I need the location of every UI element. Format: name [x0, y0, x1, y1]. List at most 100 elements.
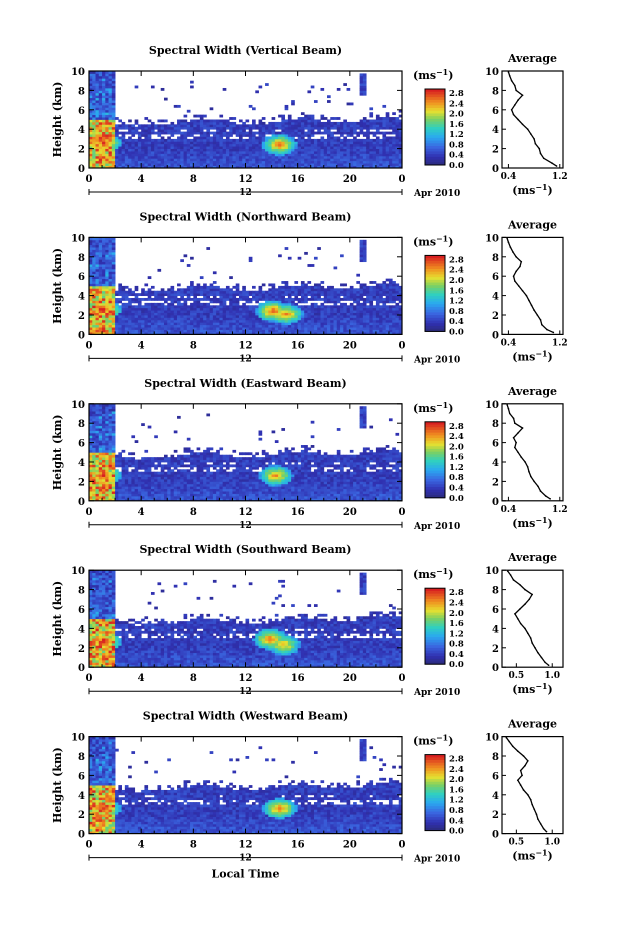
heatmap-cell — [167, 312, 171, 316]
heatmap-cell — [294, 129, 299, 133]
heatmap-cell — [281, 158, 286, 162]
heatmap-cell — [392, 281, 396, 284]
heatmap-cell — [395, 315, 400, 318]
heatmap-cell — [95, 315, 100, 318]
heatmap-cell — [287, 146, 292, 149]
heatmap-cell — [95, 100, 100, 103]
heatmap-cell — [134, 131, 139, 135]
heatmap-cell — [398, 129, 402, 133]
heatmap-cell — [95, 271, 100, 275]
heatmap-cell — [385, 331, 390, 335]
heatmap-cell — [157, 481, 162, 485]
heatmap-cell — [362, 329, 367, 333]
heatmap-cell — [150, 474, 155, 477]
heatmap-cell — [255, 324, 259, 328]
heatmap-cell — [222, 295, 227, 299]
heatmap-cell — [131, 483, 136, 487]
heatmap-cell — [128, 310, 132, 313]
heatmap-cell — [111, 495, 116, 499]
heatmap-cell — [89, 285, 93, 289]
heatmap-cell — [219, 136, 224, 140]
heatmap-cell — [105, 153, 109, 157]
heatmap-cell — [343, 126, 347, 130]
heatmap-cell — [212, 298, 217, 301]
heatmap-cell — [141, 158, 145, 162]
heatmap-cell — [137, 322, 142, 326]
heatmap-cell — [160, 288, 165, 292]
heatmap-cell — [102, 408, 106, 412]
heatmap-cell — [343, 310, 347, 313]
heatmap-cell — [134, 312, 139, 316]
heatmap-cell — [95, 117, 100, 120]
heatmap-cell — [310, 307, 315, 311]
heatmap-cell — [134, 476, 139, 480]
heatmap-cell — [95, 129, 100, 133]
heatmap-cell — [111, 163, 116, 166]
heatmap-cell — [281, 307, 286, 311]
heatmap-cell — [137, 141, 142, 145]
heatmap-cell — [105, 415, 109, 419]
heatmap-cell — [98, 285, 103, 289]
heatmap-cell — [102, 459, 106, 463]
heatmap-cell — [108, 80, 113, 84]
heatmap-cell — [170, 293, 175, 296]
heatmap-cell — [193, 165, 197, 168]
heatmap-cell — [353, 307, 357, 311]
heatmap-cell — [134, 491, 139, 494]
heatmap-cell — [141, 459, 145, 463]
heatmap-cell — [89, 239, 93, 243]
heatmap-cell — [147, 474, 152, 477]
heatmap-cell — [385, 300, 390, 304]
heatmap-cell — [147, 425, 152, 429]
heatmap-cell — [108, 403, 113, 407]
heatmap-cell — [102, 420, 106, 424]
heatmap-cell — [108, 276, 113, 280]
heatmap-cell — [395, 131, 400, 135]
heatmap-cell — [310, 117, 315, 120]
heatmap-cell — [252, 163, 256, 166]
heatmap-cell — [108, 488, 113, 492]
heatmap-cell — [131, 331, 136, 335]
heatmap-cell — [92, 163, 96, 166]
heatmap-cell — [144, 329, 149, 333]
heatmap-cell — [121, 457, 126, 460]
heatmap-cell — [95, 310, 100, 313]
heatmap-cell — [163, 153, 168, 157]
heatmap-cell — [271, 155, 276, 159]
heatmap-cell — [222, 327, 227, 330]
heatmap-cell — [343, 302, 347, 306]
heatmap-cell — [170, 329, 175, 333]
heatmap-cell — [284, 136, 289, 140]
heatmap-cell — [102, 141, 106, 145]
heatmap-cell — [291, 143, 295, 147]
heatmap-cell — [222, 290, 227, 294]
heatmap-cell — [89, 403, 93, 407]
heatmap-cell — [111, 153, 116, 157]
heatmap-cell — [238, 158, 243, 162]
heatmap-cell — [356, 143, 361, 147]
heatmap-cell — [255, 295, 259, 299]
heatmap-cell — [385, 305, 390, 309]
heatmap-cell — [196, 293, 201, 296]
heatmap-cell — [105, 312, 109, 316]
heatmap-cell — [160, 160, 165, 164]
heatmap-cell — [359, 80, 364, 84]
heatmap-cell — [336, 322, 341, 326]
heatmap-cell — [297, 117, 302, 120]
heatmap-cell — [297, 165, 302, 168]
heatmap-cell — [225, 160, 230, 164]
heatmap-cell — [222, 146, 227, 149]
heatmap-cell — [392, 317, 396, 321]
heatmap-cell — [89, 293, 93, 296]
heatmap-cell — [385, 290, 390, 294]
heatmap-cell — [245, 163, 250, 166]
heatmap-cell — [310, 143, 315, 147]
heatmap-cell — [170, 165, 175, 168]
heatmap-cell — [89, 83, 93, 86]
heatmap-cell — [144, 457, 149, 460]
heatmap-cell — [150, 129, 155, 133]
heatmap-cell — [242, 148, 246, 152]
heatmap-cell — [124, 491, 129, 494]
heatmap-cell — [369, 146, 374, 149]
heatmap-cell — [180, 310, 184, 313]
